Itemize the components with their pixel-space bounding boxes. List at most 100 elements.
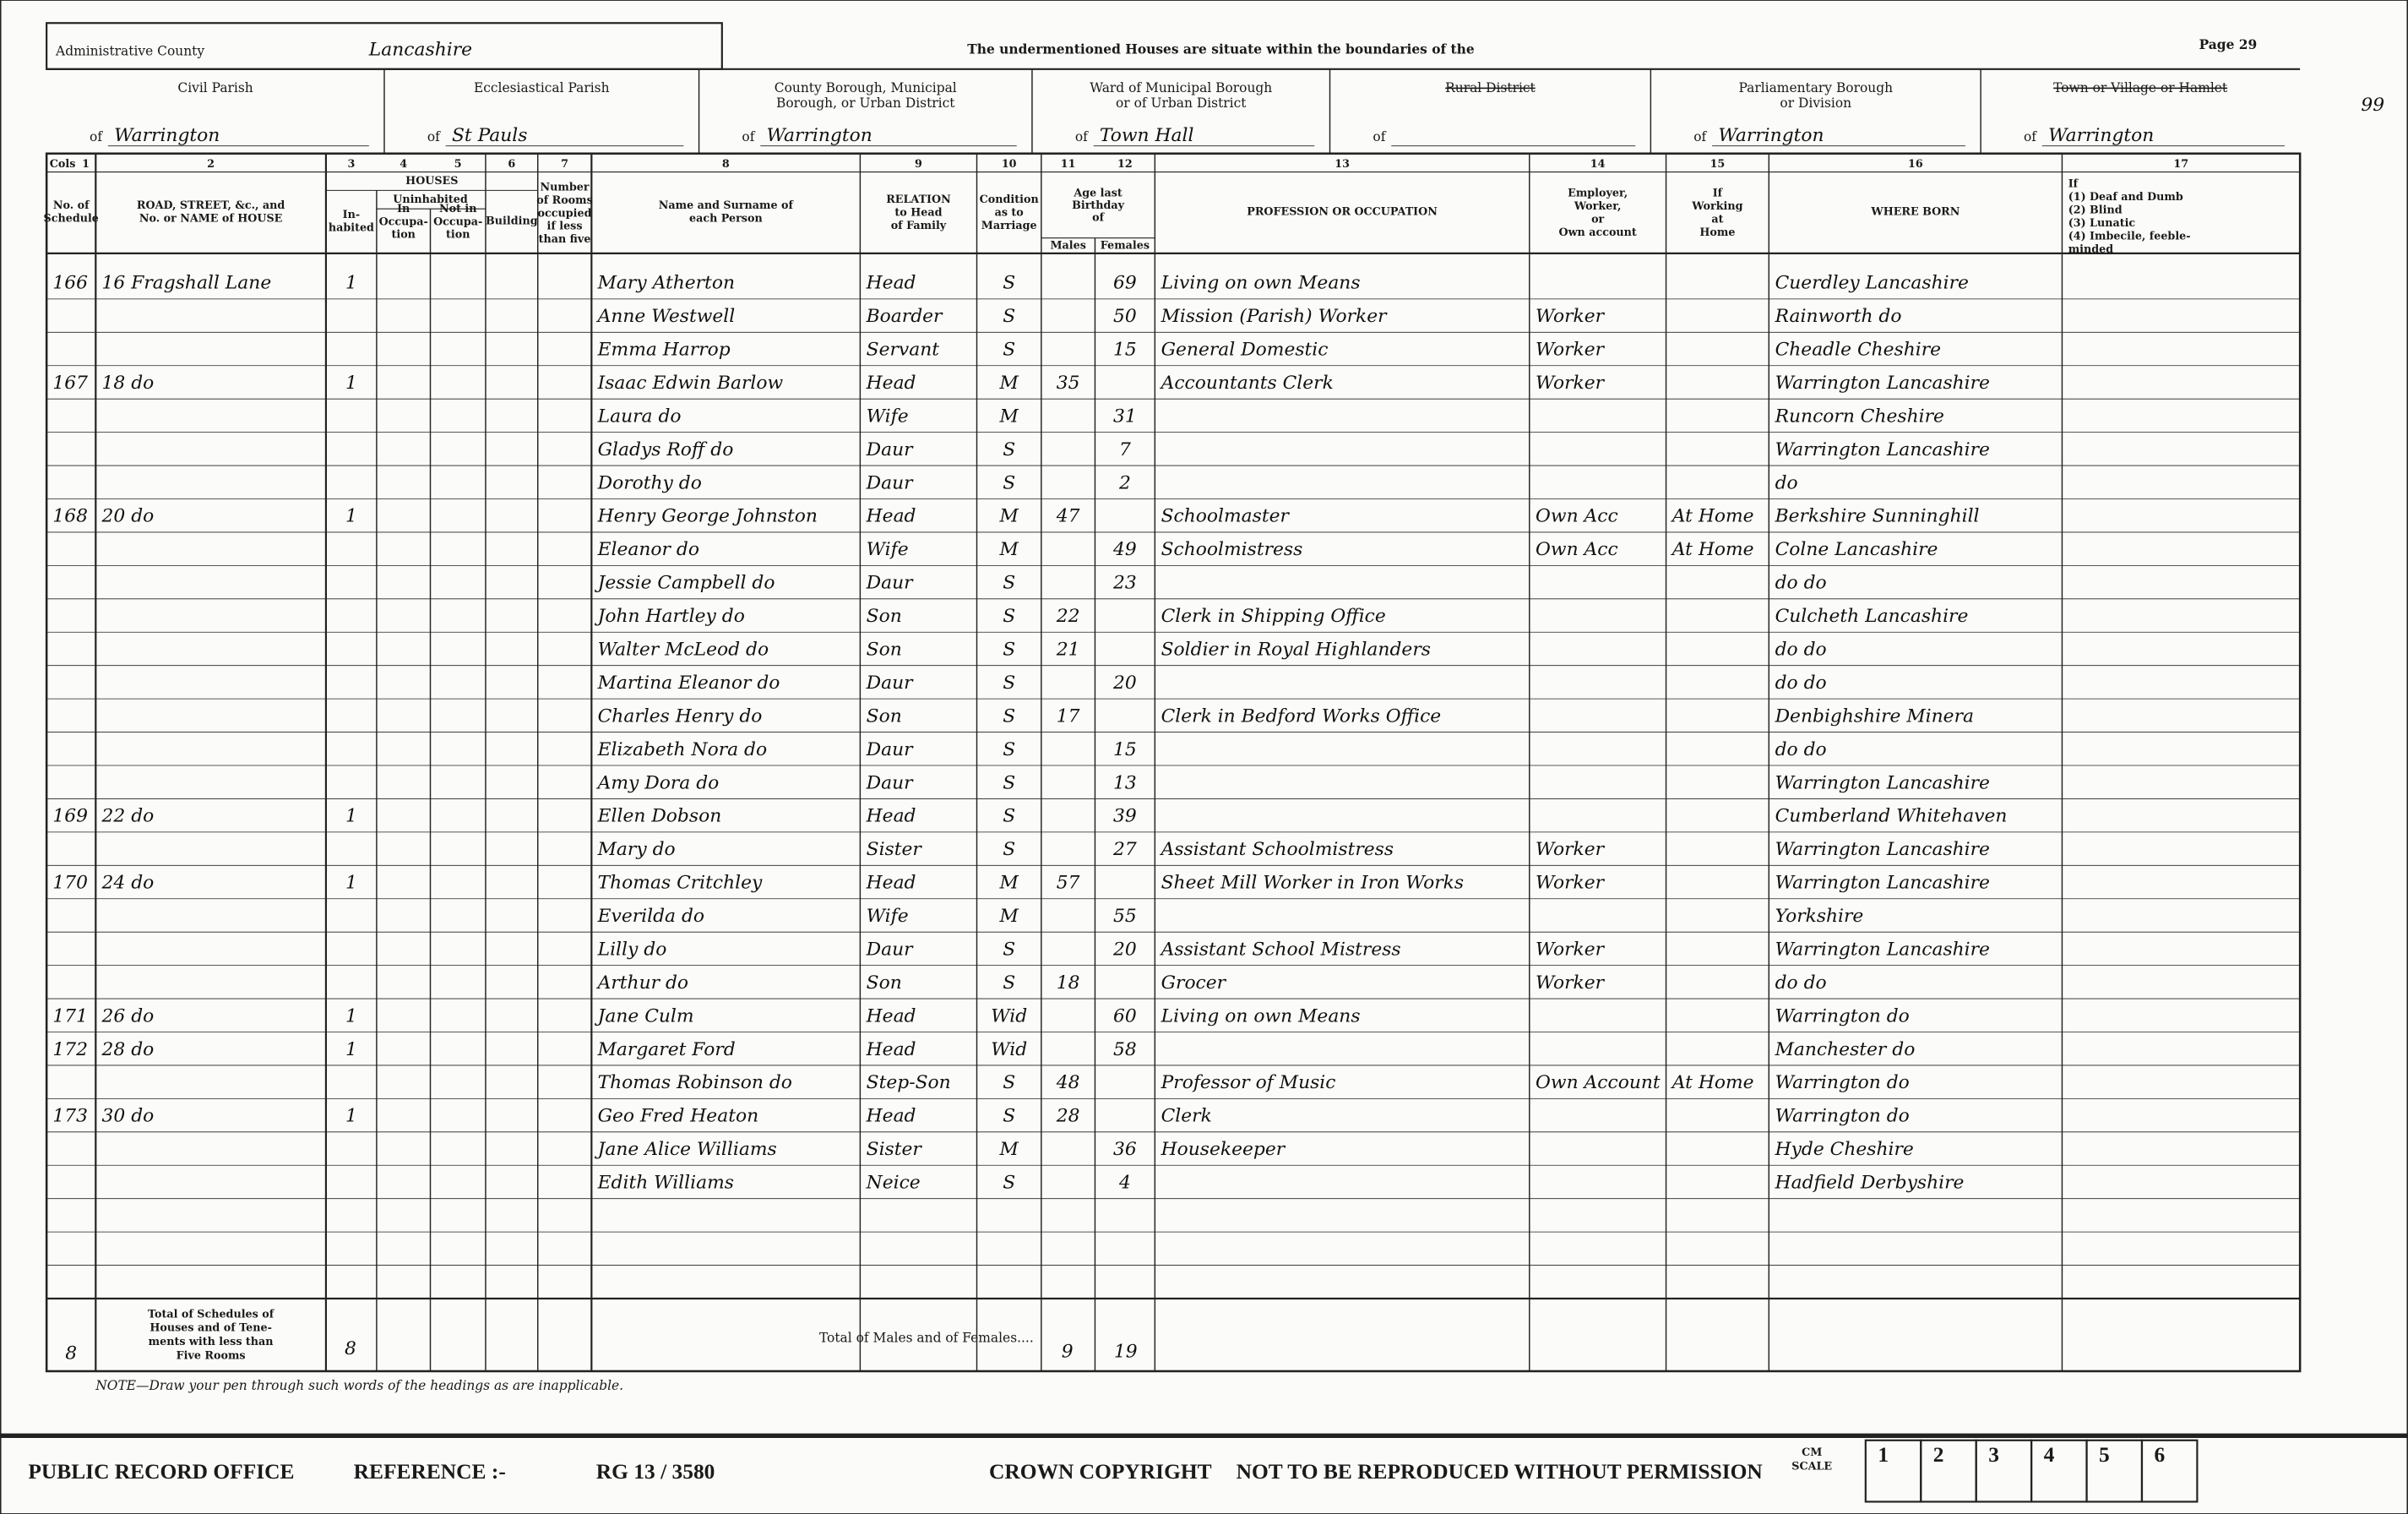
cell-birthplace: Culcheth Lancashire <box>1775 606 1969 627</box>
cell-relation: Head <box>866 1005 916 1027</box>
of-label: of <box>427 129 441 144</box>
cell-employment: Worker <box>1536 839 1606 860</box>
cell-employment: Own Acc <box>1536 539 1618 560</box>
column-heading: as to <box>995 205 1024 218</box>
cell-relation: Head <box>866 806 916 827</box>
cell-occupation: Clerk in Bedford Works Office <box>1161 705 1442 727</box>
cell-schedule: 167 <box>52 373 88 394</box>
column-heading: minded <box>2068 242 2114 255</box>
total-persons-label: Total of Males and of Females.... <box>819 1330 1034 1345</box>
column-heading: If <box>2068 177 2079 190</box>
cell-relation: Daur <box>866 739 915 760</box>
column-number: 14 <box>1590 157 1606 170</box>
column-heading: Working <box>1691 199 1742 212</box>
total-schedules: 8 <box>65 1342 77 1364</box>
cell-relation: Son <box>867 972 902 994</box>
column-number: 16 <box>1908 157 1923 170</box>
folio-number: 99 <box>2361 95 2384 116</box>
cell-birthplace: Cuerdley Lancashire <box>1775 273 1969 294</box>
of-label: of <box>742 129 755 144</box>
column-heading: each Person <box>689 212 763 225</box>
houses-heading: HOUSES <box>405 174 458 187</box>
cell-age-female: 60 <box>1113 1005 1137 1027</box>
column-heading: RELATION <box>886 193 951 205</box>
cell-relation: Step-Son <box>867 1072 951 1093</box>
cell-occupation: Housekeeper <box>1161 1139 1286 1160</box>
cell-condition: S <box>1003 439 1015 460</box>
cell-condition: M <box>999 906 1019 927</box>
cell-inhabited: 1 <box>345 1005 357 1027</box>
division-value: Warrington <box>2048 125 2154 146</box>
division-label: Town or Village or Hamlet <box>2053 80 2228 95</box>
column-heading: tion <box>446 228 470 241</box>
cell-name: Amy Dora do <box>596 772 720 793</box>
cell-employment: Worker <box>1536 939 1606 960</box>
cell-birthplace: Runcorn Cheshire <box>1775 406 1944 427</box>
cell-birthplace: Manchester do <box>1775 1039 1916 1060</box>
cell-address: 18 do <box>102 373 155 394</box>
cell-birthplace: Warrington do <box>1775 1106 1910 1127</box>
age-heading: Age last <box>1073 187 1122 199</box>
cell-condition: S <box>1003 739 1015 760</box>
cell-name: Martina Eleanor do <box>597 673 780 694</box>
cell-name: Henry George Johnston <box>597 506 818 527</box>
column-number: 12 <box>1117 157 1133 170</box>
cell-employment: Worker <box>1536 373 1606 394</box>
cell-birthplace: Warrington Lancashire <box>1775 772 1990 793</box>
scale-number: 2 <box>1933 1442 1944 1467</box>
column-heading: Marriage <box>981 219 1037 231</box>
cell-age-female: 15 <box>1113 739 1137 760</box>
cell-at-home: At Home <box>1671 539 1754 560</box>
cell-employment: Own Account <box>1536 1072 1661 1093</box>
cell-occupation: Soldier in Royal Highlanders <box>1161 640 1431 661</box>
cell-birthplace: Warrington do <box>1775 1005 1910 1027</box>
column-heading: Building <box>486 214 538 226</box>
column-heading: occupied <box>538 206 592 219</box>
cell-name: Eleanor do <box>597 539 699 560</box>
cell-name: Laura do <box>597 406 682 427</box>
column-heading: (4) Imbecile, feeble- <box>2068 230 2191 242</box>
cell-name: Jane Culm <box>595 1005 694 1027</box>
cell-age-female: 13 <box>1113 772 1137 793</box>
column-heading: of Rooms <box>536 193 593 206</box>
cell-relation: Boarder <box>866 306 943 327</box>
cell-condition: S <box>1003 806 1015 827</box>
column-heading: No. of <box>53 199 90 211</box>
cell-occupation: Grocer <box>1161 972 1227 994</box>
cell-relation: Wife <box>867 406 909 427</box>
cell-condition: Wid <box>991 1005 1027 1027</box>
cell-inhabited: 1 <box>345 506 357 527</box>
notice: The undermentioned Houses are situate wi… <box>967 42 1475 57</box>
cell-age-female: 55 <box>1113 906 1137 927</box>
cell-occupation: General Domestic <box>1161 340 1329 361</box>
column-number: 8 <box>722 157 730 170</box>
cell-relation: Sister <box>867 1139 923 1160</box>
cell-condition: S <box>1003 472 1015 493</box>
column-number: 6 <box>508 157 515 170</box>
column-heading: Home <box>1699 226 1735 238</box>
cell-condition: S <box>1003 1072 1015 1093</box>
cell-relation: Head <box>866 373 916 394</box>
division-label: Ward of Municipal Borough <box>1090 80 1272 95</box>
cell-condition: M <box>999 406 1019 427</box>
cell-age-male: 35 <box>1057 373 1080 394</box>
cell-relation: Head <box>866 506 916 527</box>
cell-address: 24 do <box>101 873 155 894</box>
cell-name: Mary Atherton <box>597 273 735 294</box>
cell-relation: Daur <box>866 573 915 594</box>
column-heading: Females <box>1101 238 1150 251</box>
cell-schedule: 166 <box>52 273 88 294</box>
division-label: County Borough, Municipal <box>775 80 957 95</box>
cell-age-female: 23 <box>1112 573 1137 594</box>
column-heading: (3) Lunatic <box>2068 216 2136 229</box>
cell-occupation: Schoolmaster <box>1161 506 1291 527</box>
total-schedules-label: Houses and of Tene- <box>149 1321 271 1334</box>
cell-relation: Daur <box>866 772 915 793</box>
cell-condition: M <box>999 373 1019 394</box>
column-number: 7 <box>561 157 568 170</box>
uninhabited-heading: Uninhabited <box>393 193 468 205</box>
cell-name: John Hartley do <box>595 606 745 627</box>
cell-name: Geo Fred Heaton <box>598 1106 759 1127</box>
